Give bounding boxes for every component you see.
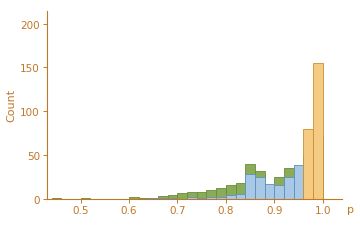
Bar (265, 184, 274, 199)
Bar (245, 164, 255, 199)
X-axis label: p: p (347, 204, 354, 214)
Bar (168, 198, 177, 199)
Bar (245, 174, 255, 199)
Bar (226, 195, 235, 199)
Bar (313, 138, 323, 199)
Bar (168, 195, 177, 199)
Bar (274, 177, 284, 199)
Bar (255, 177, 265, 199)
Bar (313, 194, 323, 199)
Bar (51, 198, 61, 199)
Bar (255, 171, 265, 199)
Bar (284, 168, 294, 199)
Bar (197, 198, 207, 199)
Bar (235, 194, 245, 199)
Bar (177, 193, 187, 199)
Bar (148, 198, 158, 199)
Bar (265, 185, 274, 199)
Bar (129, 197, 139, 199)
Bar (148, 198, 158, 199)
Bar (313, 136, 323, 199)
Bar (187, 192, 197, 199)
Bar (187, 197, 197, 199)
Bar (207, 197, 216, 199)
Y-axis label: Count: Count (6, 89, 16, 122)
Bar (197, 192, 207, 199)
Bar (139, 198, 148, 199)
Bar (303, 155, 313, 199)
Bar (158, 198, 168, 199)
Bar (303, 129, 313, 199)
Bar (235, 183, 245, 199)
Bar (294, 169, 303, 199)
Bar (284, 177, 294, 199)
Bar (303, 177, 313, 199)
Bar (216, 197, 226, 199)
Bar (207, 190, 216, 199)
Bar (81, 198, 90, 199)
Bar (158, 196, 168, 199)
Bar (274, 185, 284, 199)
Bar (226, 185, 235, 199)
Bar (313, 64, 323, 199)
Bar (294, 166, 303, 199)
Bar (216, 188, 226, 199)
Bar (303, 192, 313, 199)
